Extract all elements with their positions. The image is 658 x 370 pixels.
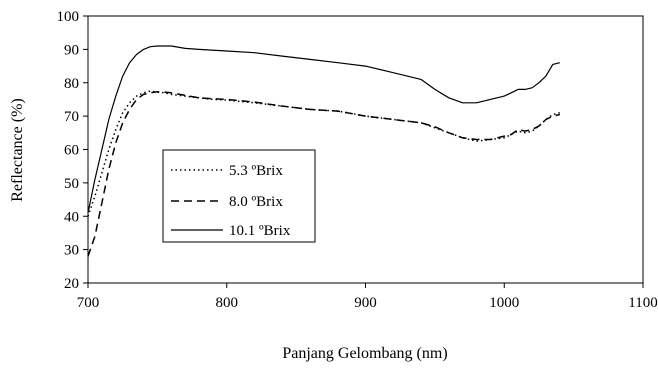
series-line-1 <box>87 91 560 257</box>
legend-label-10-1: 10.1 ºBrix <box>229 223 291 239</box>
y-tick-label: 20 <box>64 276 79 292</box>
x-tick-label: 1000 <box>489 295 519 311</box>
legend-box <box>162 149 316 243</box>
x-tick-label: 900 <box>354 295 377 311</box>
x-tick-label: 1100 <box>628 295 657 311</box>
x-axis-title: Panjang Gelombang (nm) <box>282 345 447 362</box>
y-axis-title: Reflectance (%) <box>9 98 26 201</box>
y-tick-label: 80 <box>64 76 79 92</box>
x-tick-label: 800 <box>216 295 239 311</box>
y-tick-label: 100 <box>57 9 80 25</box>
y-tick-label: 60 <box>64 143 79 159</box>
y-tick-label: 30 <box>64 243 79 259</box>
legend-label-5-3: 5.3 ºBrix <box>229 163 283 179</box>
y-tick-label: 50 <box>64 176 79 192</box>
x-tick-label: 700 <box>77 295 100 311</box>
y-tick-label: 40 <box>64 209 79 225</box>
y-tick-label: 90 <box>64 42 79 58</box>
legend-label-8-0: 8.0 ºBrix <box>229 194 283 210</box>
series-line-2 <box>87 45 560 214</box>
legend: 5.3 ºBrix 8.0 ºBrix 10.1 ºBrix <box>162 149 316 243</box>
y-tick-label: 70 <box>64 109 79 125</box>
